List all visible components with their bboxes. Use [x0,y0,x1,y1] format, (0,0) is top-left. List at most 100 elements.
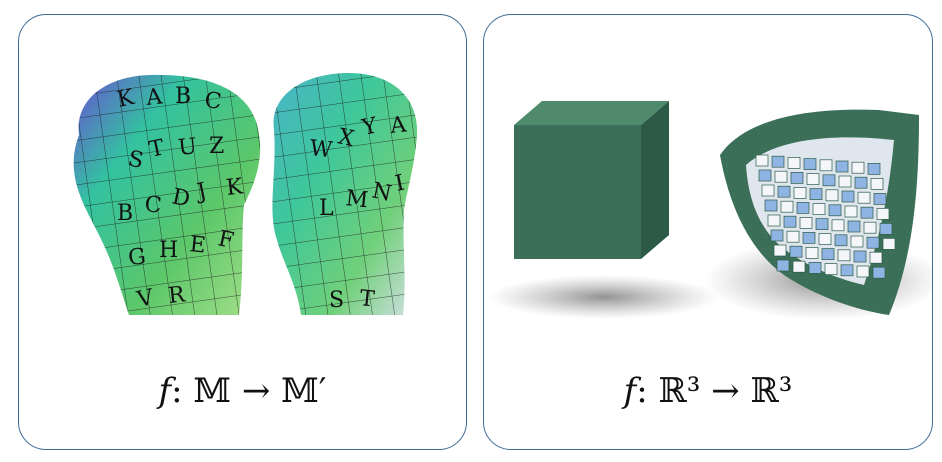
grid-cell [841,190,855,203]
grid-cell [866,236,880,249]
grid-cell [793,187,807,199]
grid-cell [838,175,852,188]
grid-cell [802,232,816,244]
letter-glyph: B [175,84,191,109]
grid-cell [815,218,829,230]
grid-cell [873,193,887,205]
letter-glyph: Z [209,134,224,159]
grid-cell [822,174,836,187]
grid-cell [870,178,884,190]
grid-cell [853,250,867,263]
letter-glyph: B [117,201,133,226]
volume-illustration [489,101,932,320]
letter-glyph: V [134,285,157,313]
grid-cell [805,247,819,259]
grid-cell [863,221,877,234]
letter-glyph: Y [359,113,380,141]
letter-glyph: S [329,288,344,313]
codomain-symbol: ℝ³ [750,371,793,411]
grid-cell [831,219,845,232]
letter-glyph: C [203,88,222,115]
cube-shadow [489,275,719,319]
grid-cell [799,217,813,229]
grid-cell [844,205,858,218]
codomain-symbol: 𝕄′ [281,371,327,411]
letter-glyph: T [147,135,167,163]
grid-cell [879,223,893,235]
letter-glyph: A [144,84,165,111]
letter-glyph: H [159,238,178,263]
letter-glyph: X [336,124,357,152]
surface-map-formula: f: 𝕄 → 𝕄′ [19,371,466,411]
grid-cell [860,206,874,219]
grid-cell [856,265,870,278]
grid-cell [818,233,832,245]
formula-separator: : [636,371,659,411]
grid-cell [854,176,868,189]
grid-cell [790,172,804,184]
letter-glyph: G [127,244,147,271]
volume-map-formula: f: ℝ³ → ℝ³ [484,371,932,411]
letter-texture: K A B CS T U Z W X Y AB C D J KL M N IG H E FV R S T [115,84,408,313]
volume-map-panel: f: ℝ³ → ℝ³ [483,14,933,450]
grid-cell [840,264,854,277]
grid-cell [821,248,835,260]
grid-cell [792,260,806,273]
grid-cell [755,154,769,167]
grid-cell [774,170,788,183]
grid-cell [770,229,784,242]
letter-glyph: M [344,186,369,213]
cube [514,101,669,259]
grid-cell [850,235,864,248]
deformed-volume [720,109,919,315]
grid-cell [834,234,848,247]
grid-cell [872,266,886,279]
grid-cell [857,191,871,204]
grid-cell [806,173,820,185]
grid-cell [876,208,890,220]
letter-glyph: T [358,286,376,312]
grid-cell [851,161,865,174]
grid-cell [780,200,794,213]
grid-cell [828,204,842,217]
letter-glyph: C [143,192,162,219]
interior-grid [755,154,896,279]
letter-glyph: A [388,112,409,139]
grid-cell [825,189,839,202]
grid-cell [761,184,775,197]
grid-cell [777,185,791,198]
arrow-symbol: → [700,371,751,411]
letter-glyph: F [216,226,236,254]
grid-cell [824,263,838,275]
grid-cell [786,230,800,243]
grid-cell [869,251,883,264]
function-symbol: f [158,371,172,411]
arrow-symbol: → [231,371,282,411]
grid-cell [787,157,801,169]
head-right [272,73,418,315]
grid-cell [882,238,896,250]
head-left [73,74,261,315]
letter-glyph: L [319,196,334,221]
function-symbol: f [623,371,637,411]
letter-glyph: E [188,232,207,259]
letter-glyph: K [115,85,137,113]
grid-cell [758,169,772,182]
grid-cell [808,262,822,274]
letter-glyph: S [126,146,146,174]
grid-cell [767,214,781,227]
grid-cell [773,244,787,257]
grid-cell [835,160,849,173]
grid-cell [783,215,797,228]
grid-cell [776,259,790,272]
grid-cell [837,249,851,262]
grid-cell [764,199,778,212]
formula-separator: : [171,371,194,411]
grid-cell [847,220,861,233]
grid-cell [803,158,817,170]
grid-cell [771,155,785,168]
grid-cell [867,163,881,175]
letter-glyph: K [225,174,245,201]
domain-symbol: ℝ³ [658,371,701,411]
